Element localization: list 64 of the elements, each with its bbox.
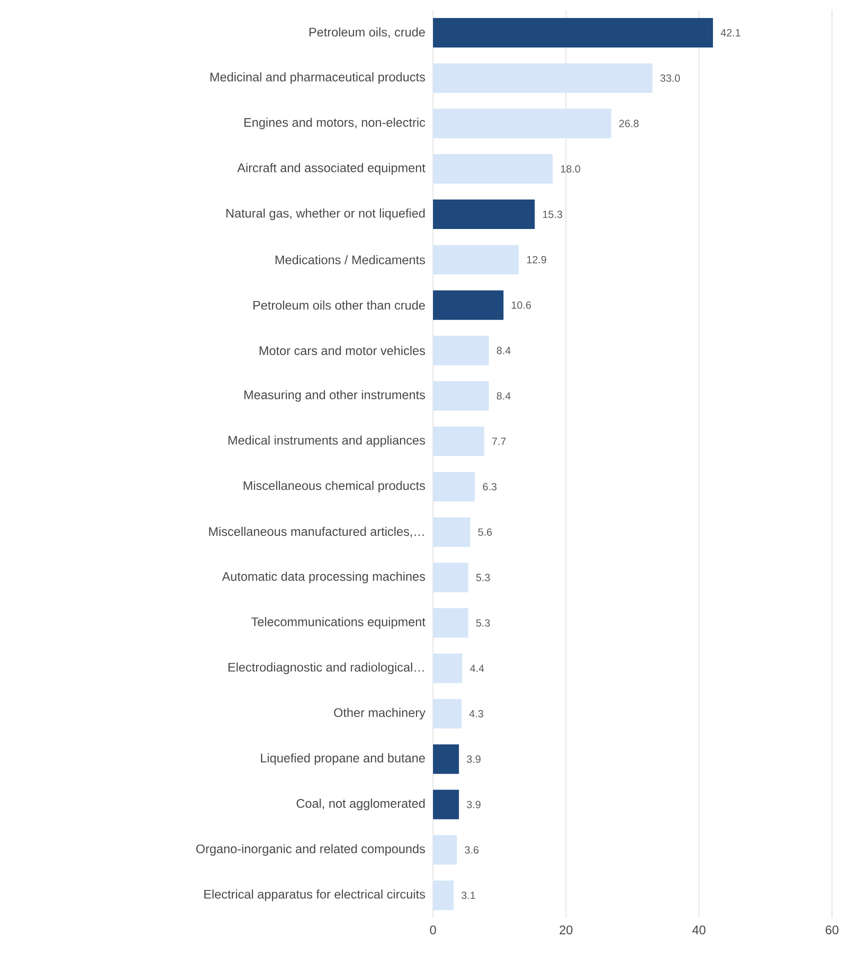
data-label: 26.8 <box>619 120 639 128</box>
y-tick-label: Electrical apparatus for electrical circuits <box>204 890 425 902</box>
y-tick-label: Liquefied propane and butane <box>260 753 425 765</box>
y-tick-label: Petroleum oils, crude <box>310 27 425 38</box>
y-tick-label: Natural gas, whether or not liquefied <box>226 208 425 220</box>
y-tick-label: Telecommunications equipment <box>251 617 426 629</box>
x-tick-label: 0 <box>430 926 436 934</box>
y-tick-label: Medicinal and pharmaceutical products <box>210 72 425 84</box>
y-tick-label: Coal, not agglomerated <box>296 798 425 810</box>
data-label: 3.9 <box>466 755 480 763</box>
data-label: 8.4 <box>496 346 511 354</box>
bar <box>433 63 652 93</box>
y-tick-label: Measuring and other instruments <box>244 390 425 402</box>
y-tick-label: Medical instruments and appliances <box>228 435 425 448</box>
data-label: 7.7 <box>492 438 506 445</box>
y-tick-label: Engines and motors, non-electric <box>244 118 426 130</box>
data-label: 5.6 <box>478 528 492 536</box>
y-tick-label: Motor cars and motor vehicles <box>260 346 426 356</box>
y-tick-label: Aircraft and associated equipment <box>237 163 426 175</box>
bar <box>433 835 457 865</box>
data-label: 4.3 <box>469 710 484 718</box>
bar <box>433 154 553 184</box>
y-tick-label: Electrodiagnostic and radiological… <box>228 662 424 674</box>
y-tick-label: Medications / Medicaments <box>276 255 426 264</box>
data-label: 15.3 <box>543 210 562 218</box>
data-label: 12.9 <box>527 256 546 264</box>
bar <box>433 290 504 320</box>
bar <box>433 426 484 456</box>
data-label: 6.3 <box>482 483 496 490</box>
bar <box>433 200 535 230</box>
x-tick-label: 60 <box>826 926 838 934</box>
y-tick-label: Other machinery <box>334 708 426 720</box>
bar <box>433 517 470 547</box>
data-label: 3.6 <box>464 846 479 854</box>
bar <box>433 698 462 728</box>
bar <box>433 654 462 684</box>
bar <box>433 744 459 774</box>
x-tick-label: 40 <box>692 926 706 934</box>
bar <box>433 608 468 638</box>
bar <box>433 472 475 502</box>
data-label: 5.3 <box>476 619 490 627</box>
y-tick-label: Miscellaneous chemical products <box>244 480 425 493</box>
data-label: 5.3 <box>476 574 490 582</box>
data-label: 3.9 <box>466 800 480 808</box>
bar <box>433 336 489 366</box>
y-tick-label: Automatic data processing machines <box>222 572 425 584</box>
bar <box>433 880 454 910</box>
data-label: 8.4 <box>496 392 511 400</box>
data-label: 33.0 <box>660 74 680 82</box>
data-label: 18.0 <box>561 165 580 173</box>
y-tick-label: Petroleum oils other than crude <box>253 300 425 310</box>
data-label: 10.6 <box>512 301 531 309</box>
bar <box>433 108 612 138</box>
data-label: 4.4 <box>470 664 484 672</box>
bar <box>433 562 468 592</box>
x-tick-label: 20 <box>560 926 572 934</box>
data-label: 3.1 <box>462 892 476 900</box>
bar <box>433 381 489 411</box>
y-tick-label: Organo-inorganic and related compounds <box>196 844 425 856</box>
bar <box>433 244 519 274</box>
data-label: 42.1 <box>720 29 740 36</box>
bar <box>433 790 459 820</box>
bar <box>433 18 713 48</box>
y-tick-label: Miscellaneous manufactured articles,… <box>209 526 424 538</box>
